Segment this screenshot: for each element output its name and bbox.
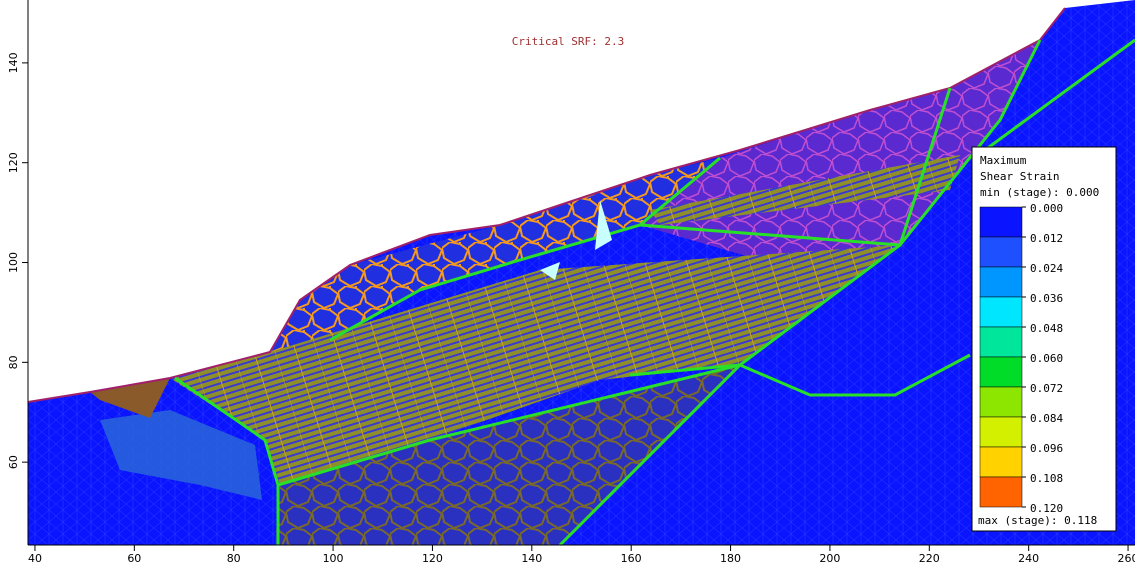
x-tick-label: 220	[919, 552, 940, 565]
legend-swatch	[980, 357, 1022, 387]
legend-title: Maximum	[980, 154, 1027, 167]
y-tick-label: 140	[7, 52, 20, 73]
x-tick-label: 200	[819, 552, 840, 565]
legend-min: min (stage): 0.000	[980, 186, 1099, 199]
legend-label: 0.012	[1030, 232, 1063, 245]
y-tick-label: 120	[7, 152, 20, 173]
legend: Maximum Shear Strain min (stage): 0.000 …	[972, 147, 1116, 531]
x-tick-label: 120	[422, 552, 443, 565]
legend-max: max (stage): 0.118	[978, 514, 1097, 527]
x-tick-label: 100	[323, 552, 344, 565]
chart: Critical SRF: 2.3 Maximum Shear Strain m…	[0, 0, 1135, 567]
legend-label: 0.048	[1030, 322, 1063, 335]
x-tick-label: 260	[1118, 552, 1135, 565]
x-tick-label: 180	[720, 552, 741, 565]
legend-label: 0.000	[1030, 202, 1063, 215]
legend-swatch	[980, 327, 1022, 357]
legend-swatch	[980, 477, 1022, 507]
page: {"chart_data": {"type": "contour", "titl…	[0, 0, 1135, 567]
y-tick-label: 100	[7, 252, 20, 273]
legend-label: 0.108	[1030, 472, 1063, 485]
legend-swatch	[980, 237, 1022, 267]
x-tick-label: 60	[127, 552, 141, 565]
legend-title: Shear Strain	[980, 170, 1059, 183]
legend-label: 0.072	[1030, 382, 1063, 395]
y-tick-label: 60	[7, 455, 20, 469]
legend-label: 0.096	[1030, 442, 1063, 455]
x-tick-label: 40	[28, 552, 42, 565]
x-tick-label: 140	[521, 552, 542, 565]
legend-swatch	[980, 387, 1022, 417]
legend-swatch	[980, 207, 1022, 237]
legend-swatch	[980, 417, 1022, 447]
legend-label: 0.060	[1030, 352, 1063, 365]
legend-label: 0.084	[1030, 412, 1063, 425]
legend-swatch	[980, 297, 1022, 327]
legend-swatch	[980, 267, 1022, 297]
model-view: Critical SRF: 2.3	[28, 0, 1135, 545]
x-tick-label: 160	[621, 552, 642, 565]
legend-swatch	[980, 447, 1022, 477]
x-tick-label: 80	[227, 552, 241, 565]
legend-label: 0.024	[1030, 262, 1063, 275]
y-tick-label: 80	[7, 355, 20, 369]
legend-label: 0.036	[1030, 292, 1063, 305]
x-tick-label: 240	[1018, 552, 1039, 565]
chart-title: Critical SRF: 2.3	[512, 35, 625, 48]
legend-label: 0.120	[1030, 502, 1063, 515]
